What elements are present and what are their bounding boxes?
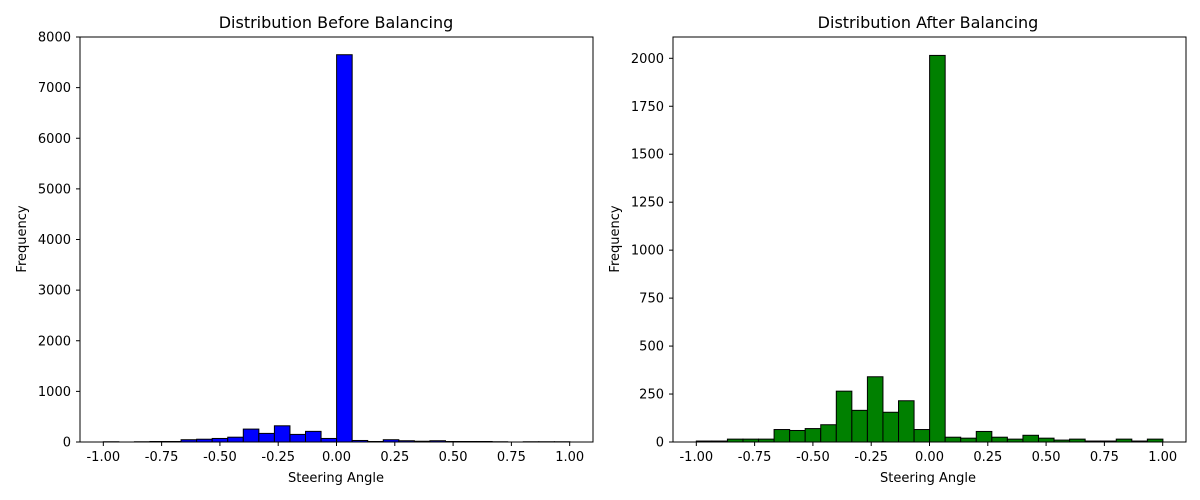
chart-before-balancing: Distribution Before Balancing -1.00 -0.75…	[15, 13, 594, 486]
y-tick-label: 0	[63, 436, 71, 451]
histogram-bar	[336, 54, 353, 443]
y-tick-label: 2000	[631, 52, 664, 67]
x-tick-label: -0.25	[854, 450, 888, 465]
y-tick-label: 1000	[631, 244, 664, 259]
histogram-bar	[305, 430, 322, 443]
x-tick-label: 0.75	[497, 450, 526, 465]
y-tick-label: 1000	[38, 385, 71, 400]
bars	[102, 54, 571, 443]
histogram-bar	[991, 436, 1008, 443]
histogram-bar	[882, 411, 900, 443]
y-tick-label: 750	[639, 292, 664, 307]
histogram-bar	[820, 424, 837, 443]
x-axis-ticks: -1.00 -0.75 -0.50 -0.25 0.00 0.25 0.50 0.75 1.00	[86, 442, 584, 465]
histogram-bar	[273, 425, 291, 443]
histogram-bar	[320, 437, 338, 443]
x-tick-label: 0.25	[380, 450, 409, 465]
histogram-bar	[851, 409, 868, 443]
y-axis-label: Frequency	[608, 205, 623, 272]
histogram-bar	[1037, 437, 1055, 443]
y-axis-ticks: 0 250 500 750 1000 1250 1500 1750 2000	[631, 52, 673, 451]
histogram-bar	[960, 437, 977, 443]
histogram-bar	[289, 433, 307, 443]
y-tick-label: 500	[639, 340, 664, 355]
x-tick-label: 0.00	[322, 450, 351, 465]
y-tick-label: 4000	[38, 233, 71, 248]
x-tick-label: -0.25	[261, 450, 295, 465]
histogram-bar	[975, 430, 993, 443]
x-tick-label: 1.00	[555, 450, 584, 465]
histogram-bar	[789, 429, 806, 443]
x-tick-label: -0.50	[203, 450, 237, 465]
histogram-bar	[835, 390, 853, 443]
histogram-bar	[258, 432, 275, 443]
y-tick-label: 6000	[38, 132, 71, 147]
y-tick-label: 2000	[38, 334, 71, 349]
histogram-bar	[944, 436, 962, 443]
y-tick-label: 1500	[631, 148, 664, 163]
x-tick-label: 1.00	[1148, 450, 1177, 465]
histogram-bar	[929, 54, 946, 443]
y-tick-label: 0	[656, 436, 664, 451]
y-axis-label: Frequency	[15, 205, 30, 272]
x-tick-label: -1.00	[86, 450, 120, 465]
histogram-bar	[898, 400, 915, 443]
x-tick-label: -0.75	[145, 450, 179, 465]
x-tick-label: -0.50	[796, 450, 830, 465]
bars	[695, 54, 1164, 443]
histogram-bar	[773, 429, 791, 443]
histogram-bar	[913, 429, 931, 443]
histogram-bar	[804, 428, 822, 443]
y-tick-label: 3000	[38, 284, 71, 299]
x-tick-label: -0.75	[738, 450, 772, 465]
y-tick-label: 250	[639, 388, 664, 403]
y-tick-label: 1250	[631, 196, 664, 211]
histogram-bar	[211, 437, 229, 443]
x-axis-label: Steering Angle	[880, 471, 976, 486]
y-axis-ticks: 0 1000 2000 3000 4000 5000 6000 7000 8000	[38, 31, 80, 451]
histogram-bar	[866, 376, 884, 443]
histogram-bar	[227, 436, 244, 443]
y-tick-label: 8000	[38, 31, 71, 46]
x-axis-ticks: -1.00 -0.75 -0.50 -0.25 0.00 0.25 0.50 0.75 1.00	[679, 442, 1177, 465]
chart-title: Distribution Before Balancing	[219, 13, 454, 32]
chart-title: Distribution After Balancing	[818, 13, 1039, 32]
histogram-bar	[1022, 434, 1039, 443]
y-tick-label: 7000	[38, 81, 71, 96]
chart-after-balancing: Distribution After Balancing -1.00 -0.75-…	[608, 13, 1187, 486]
x-axis-label: Steering Angle	[288, 471, 384, 486]
x-tick-label: 0.75	[1090, 450, 1119, 465]
x-tick-label: 0.25	[973, 450, 1002, 465]
histogram-bar	[242, 428, 260, 443]
y-tick-label: 1750	[631, 100, 664, 115]
x-tick-label: -1.00	[679, 450, 713, 465]
x-tick-label: 0.50	[1032, 450, 1061, 465]
x-tick-label: 0.00	[915, 450, 944, 465]
x-tick-label: 0.50	[439, 450, 468, 465]
y-tick-label: 5000	[38, 182, 71, 197]
